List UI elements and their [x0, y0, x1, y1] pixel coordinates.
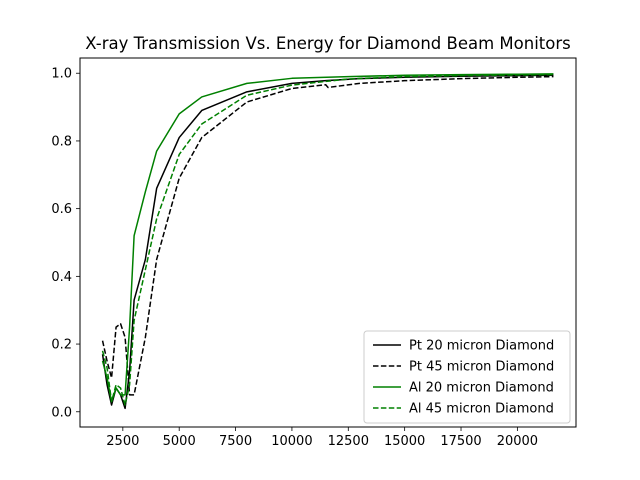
x-tick-label: 20000 [497, 434, 538, 449]
y-tick-label: 0.2 [51, 338, 72, 353]
legend-label-4: Al 45 micron Diamond [409, 402, 554, 417]
x-tick-label: 12500 [328, 434, 369, 449]
x-tick-label: 7500 [219, 434, 252, 449]
axis-layer: 2500 5000 7500 10000 12500 15000 17500 20000 0.0… [51, 67, 538, 449]
x-tick-label: 10000 [271, 434, 312, 449]
plot-layer [101, 73, 554, 410]
series-line-3 [101, 73, 554, 403]
legend-box [363, 330, 571, 424]
y-tick-label: 0.6 [51, 202, 72, 217]
x-tick-label: 15000 [384, 434, 425, 449]
x-tick-label: 5000 [163, 434, 196, 449]
series-line-2 [101, 75, 554, 396]
chart-title: X-ray Transmission Vs. Energy for Diamon… [85, 34, 570, 53]
legend: Pt 20 micron Diamond Pt 45 micron Diamond… [363, 330, 571, 424]
x-tick-label: 2500 [106, 434, 139, 449]
series-line-4 [101, 73, 554, 406]
y-tick-label: 0.0 [51, 405, 72, 420]
x-tick-label: 17500 [440, 434, 481, 449]
y-tick-label: 1.0 [51, 67, 72, 82]
y-tick-label: 0.8 [51, 134, 72, 149]
legend-label-1: Pt 20 micron Diamond [409, 339, 554, 354]
legend-label-2: Pt 45 micron Diamond [409, 360, 554, 375]
y-tick-label: 0.4 [51, 270, 72, 285]
legend-label-3: Al 20 micron Diamond [409, 381, 554, 396]
axes-frame [79, 57, 577, 428]
